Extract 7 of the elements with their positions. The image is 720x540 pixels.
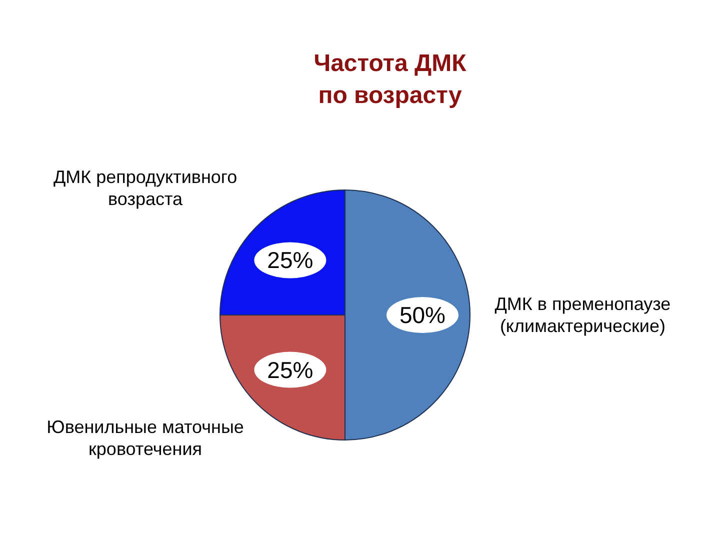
slice-label: Ювенильные маточные кровотечения [46, 416, 244, 459]
slice-label: ДМК репродуктивного возраста [53, 167, 238, 210]
data-label: 25% [267, 356, 314, 383]
chart-title: Частота ДМК по возрасту [312, 49, 468, 111]
data-label: 25% [267, 247, 314, 274]
slice-label: ДМК в пременопаузе (климактерические) [494, 294, 671, 336]
data-label: 50% [399, 302, 446, 328]
